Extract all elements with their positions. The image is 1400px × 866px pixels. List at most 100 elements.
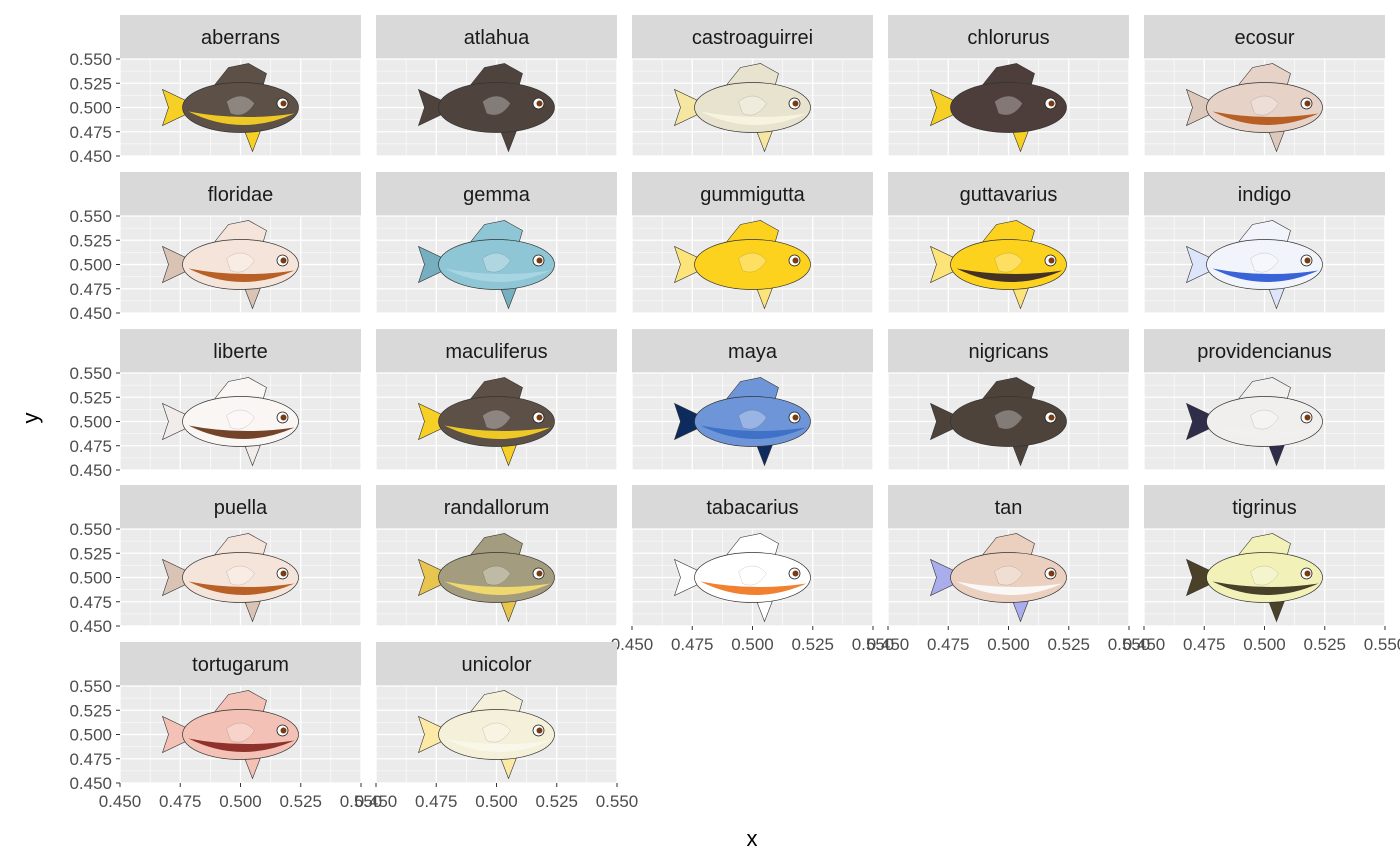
tail-fin [161, 245, 202, 284]
data-point-nigricans [929, 377, 1067, 467]
fish-pupil [1304, 570, 1311, 577]
facet-panel-maya: maya [631, 329, 874, 471]
facet-label: maculiferus [445, 341, 547, 363]
fish-pupil [536, 257, 543, 264]
fish-pupil [1304, 100, 1311, 107]
pectoral-fin [1250, 565, 1279, 586]
y-tick-label: 0.525 [69, 231, 112, 250]
fish-icon [161, 690, 299, 780]
data-point-randallorum [417, 533, 555, 623]
x-tick-label: 0.550 [340, 792, 383, 811]
data-point-guttavarius [929, 220, 1067, 310]
facet-strip [632, 329, 873, 373]
pectoral-fin [226, 722, 255, 743]
y-tick-label: 0.550 [69, 677, 112, 696]
fish-belly [1212, 111, 1319, 126]
data-point-castroaguirrei [673, 63, 811, 153]
x-tick-label: 0.450 [355, 792, 398, 811]
fish-pupil [536, 727, 543, 734]
pectoral-fin [738, 95, 767, 116]
facet-panel-randallorum: randallorum [375, 485, 618, 627]
fish-icon [929, 533, 1067, 623]
fish-icon [417, 220, 555, 310]
fish-icon [929, 377, 1067, 467]
tail-fin [161, 558, 202, 597]
x-tick-label: 0.475 [671, 635, 714, 654]
pectoral-fin [738, 409, 767, 430]
fish-pupil [792, 100, 799, 107]
facet-panel-tigrinus: tigrinus [1143, 485, 1386, 627]
tail-fin [1185, 402, 1226, 441]
x-tick-label: 0.525 [1303, 635, 1346, 654]
facet-panel-guttavarius: guttavarius [887, 172, 1130, 314]
fish-pupil [536, 100, 543, 107]
facet-strip [888, 15, 1129, 59]
x-tick-label: 0.550 [1364, 635, 1400, 654]
pectoral-fin [1250, 95, 1279, 116]
y-tick-label: 0.550 [69, 50, 112, 69]
facet-label: maya [728, 341, 778, 363]
fish-pupil [536, 414, 543, 421]
fish-pupil [280, 100, 287, 107]
data-point-tan [929, 533, 1067, 623]
fish-icon [161, 377, 299, 467]
fish-pupil [792, 414, 799, 421]
y-tick-label: 0.550 [69, 364, 112, 383]
facet-strip [376, 485, 617, 529]
facet-panel-tabacarius: tabacarius [631, 485, 874, 627]
fish-belly [700, 425, 807, 440]
facet-panel-gemma: gemma [375, 172, 618, 314]
facet-strip [888, 172, 1129, 216]
facet-strip [120, 329, 361, 373]
x-tick-label: 0.525 [279, 792, 322, 811]
x-tick-label: 0.475 [415, 792, 458, 811]
x-tick-label: 0.450 [1123, 635, 1166, 654]
x-tick-label: 0.500 [1243, 635, 1286, 654]
y-tick-label: 0.475 [69, 437, 112, 456]
fish-belly [444, 268, 551, 283]
fish-belly [188, 738, 295, 753]
fish-icon [1185, 377, 1323, 467]
y-tick-label: 0.500 [69, 413, 112, 432]
fish-pupil [280, 257, 287, 264]
fish-icon [161, 220, 299, 310]
facet-panel-tortugarum: tortugarum [119, 642, 362, 784]
facet-label: ecosur [1234, 27, 1294, 49]
y-tick-label: 0.450 [69, 147, 112, 166]
fish-belly [956, 425, 1063, 440]
fish-icon [1185, 533, 1323, 623]
fish-pupil [280, 570, 287, 577]
y-tick-label: 0.500 [69, 569, 112, 588]
data-point-ecosur [1185, 63, 1323, 153]
fish-belly [956, 111, 1063, 126]
facet-strip [632, 485, 873, 529]
data-point-gemma [417, 220, 555, 310]
facet-label: randallorum [444, 497, 550, 519]
fish-icon [673, 220, 811, 310]
pectoral-fin [226, 409, 255, 430]
x-tick-label: 0.525 [1047, 635, 1090, 654]
x-tick-label: 0.475 [927, 635, 970, 654]
tail-fin [673, 245, 714, 284]
data-point-tigrinus [1185, 533, 1323, 623]
fish-belly [444, 738, 551, 753]
pectoral-fin [994, 409, 1023, 430]
facet-panel-providencianus: providencianus [1143, 329, 1386, 471]
facet-strip [120, 15, 361, 59]
y-tick-label: 0.500 [69, 99, 112, 118]
fish-pupil [280, 414, 287, 421]
facet-panel-castroaguirrei: castroaguirrei [631, 15, 874, 157]
facet-strip [120, 172, 361, 216]
y-tick-label: 0.475 [69, 280, 112, 299]
x-tick-label: 0.450 [611, 635, 654, 654]
fish-icon [417, 377, 555, 467]
facet-strip [1144, 329, 1385, 373]
fish-icon [673, 533, 811, 623]
facet-label: castroaguirrei [692, 27, 813, 49]
x-tick-label: 0.525 [535, 792, 578, 811]
facet-panel-atlahua: atlahua [375, 15, 618, 157]
fish-belly [188, 425, 295, 440]
facet-panel-nigricans: nigricans [887, 329, 1130, 471]
facet-strip [888, 485, 1129, 529]
